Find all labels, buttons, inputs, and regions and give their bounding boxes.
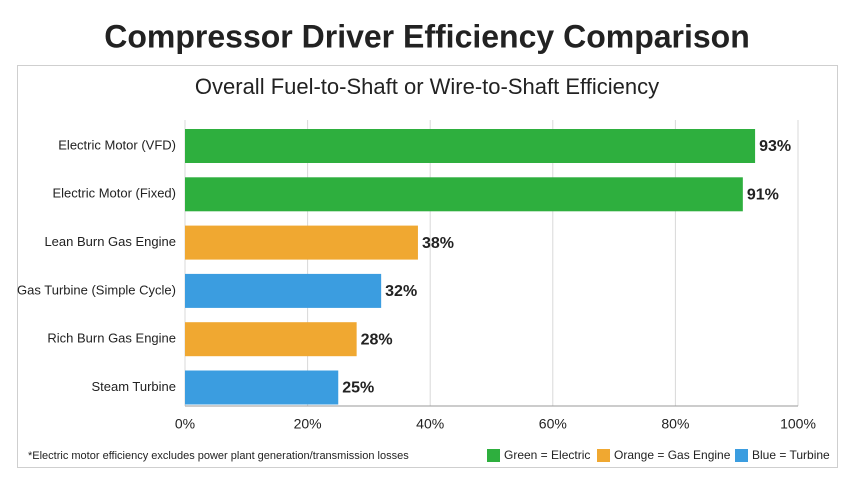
y-tick-label: Electric Motor (VFD): [58, 137, 176, 152]
x-tick-label: 60%: [539, 416, 567, 432]
value-label: 25%: [342, 380, 374, 397]
value-label: 93%: [759, 138, 791, 155]
legend-swatch: [597, 449, 610, 462]
y-tick-label: Lean Burn Gas Engine: [44, 234, 176, 249]
bar: [185, 322, 357, 357]
legend-swatch: [735, 449, 748, 462]
y-tick-label: Electric Motor (Fixed): [52, 186, 176, 201]
legend-swatch: [487, 449, 500, 462]
value-label: 28%: [361, 331, 393, 348]
chart-title: Compressor Driver Efficiency Comparison: [104, 18, 750, 54]
x-tick-label: 80%: [661, 416, 689, 432]
y-tick-label: Steam Turbine: [91, 379, 176, 394]
value-label: 32%: [385, 283, 417, 300]
chart-subtitle: Overall Fuel-to-Shaft or Wire-to-Shaft E…: [195, 74, 659, 99]
x-tick-label: 100%: [780, 416, 816, 432]
x-tick-label: 20%: [294, 416, 322, 432]
value-label: 91%: [747, 187, 779, 204]
footnote: *Electric motor efficiency excludes powe…: [28, 450, 409, 462]
bar: [185, 177, 743, 212]
chart-frame: [17, 65, 838, 468]
value-label: 38%: [422, 235, 454, 252]
y-tick-label: Rich Burn Gas Engine: [47, 331, 176, 346]
legend-label: Blue = Turbine: [752, 448, 830, 462]
bar: [185, 129, 756, 163]
y-tick-label: Gas Turbine (Simple Cycle): [17, 282, 176, 297]
bar: [185, 225, 418, 260]
legend-label: Green = Electric: [504, 448, 590, 462]
legend-label: Orange = Gas Engine: [614, 448, 731, 462]
bar: [185, 370, 339, 405]
bar: [185, 273, 382, 308]
x-tick-label: 40%: [416, 416, 444, 432]
x-tick-label: 0%: [175, 416, 195, 432]
